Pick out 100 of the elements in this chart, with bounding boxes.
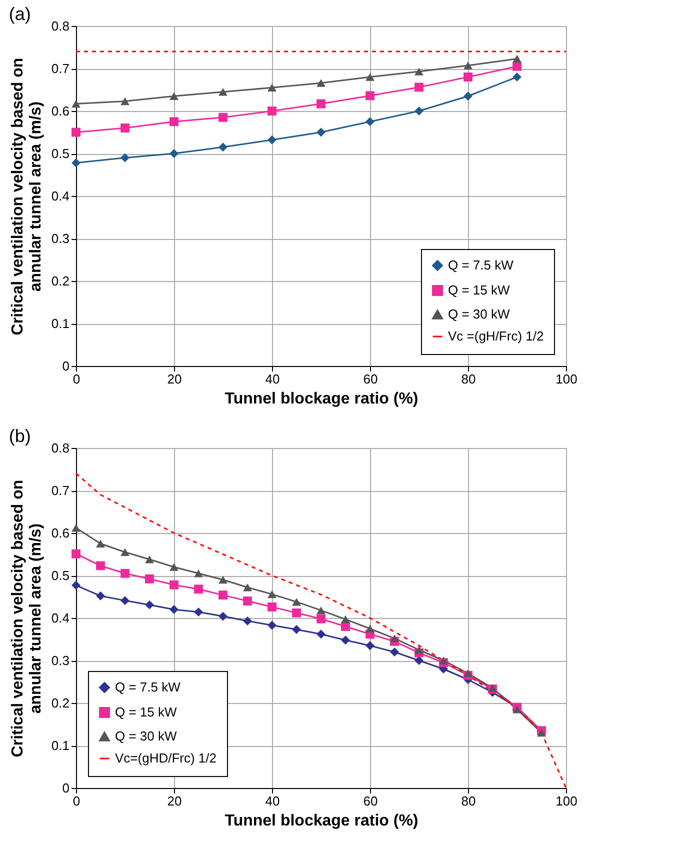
- point: [366, 641, 374, 650]
- point: [414, 68, 424, 76]
- x-tick-label: 100: [556, 372, 578, 386]
- point: [390, 648, 399, 656]
- point: [96, 591, 105, 600]
- point: [120, 153, 130, 162]
- point: [366, 73, 374, 81]
- y-tick-label: 0.6: [51, 104, 70, 118]
- point: [72, 128, 80, 137]
- legend-label: Q = 7.5 kW: [115, 680, 182, 694]
- point: [512, 72, 522, 82]
- x-tick-label: 80: [461, 372, 476, 386]
- point: [194, 608, 203, 617]
- x-axis-title: Tunnel blockage ratio (%): [224, 390, 418, 408]
- point: [170, 149, 178, 158]
- y-tick-label: 0.6: [51, 526, 70, 540]
- point: [366, 624, 374, 632]
- legend-label: Vc=(gHD/Frc) 1/2: [115, 750, 216, 766]
- point: [341, 636, 350, 645]
- legend-label: Q = 30 kW: [115, 728, 178, 744]
- y-tick-label: 0.8: [51, 18, 70, 34]
- point: [120, 548, 130, 556]
- point: [268, 135, 276, 144]
- point: [120, 97, 130, 106]
- y-axis-title: Critical ventilation velocity based on annular tunnel area (m/s): [9, 58, 44, 336]
- point: [218, 112, 228, 122]
- point: [464, 669, 472, 678]
- point: [170, 92, 178, 100]
- x-tick-label: 40: [265, 372, 280, 386]
- point: [414, 646, 424, 654]
- point: [218, 88, 228, 96]
- point: [292, 625, 301, 634]
- y-tick-label: 0.3: [51, 653, 70, 668]
- point: [464, 62, 472, 70]
- point: [268, 590, 276, 598]
- point: [439, 656, 448, 664]
- point: [316, 128, 326, 137]
- point: [145, 574, 154, 584]
- point: [366, 117, 374, 126]
- point: [145, 600, 154, 610]
- y-axis-title: Critical ventilation velocity based on annular tunnel area (m/s): [9, 480, 44, 758]
- y-tick-label: 0.1: [51, 738, 70, 753]
- point: [170, 580, 178, 590]
- point: [512, 54, 522, 63]
- point: [268, 602, 276, 612]
- point: [194, 570, 203, 578]
- point: [145, 555, 154, 564]
- x-tick-label: 40: [265, 794, 280, 808]
- point: [464, 92, 472, 101]
- point: [120, 124, 130, 132]
- point: [218, 576, 228, 584]
- point: [414, 106, 424, 116]
- point: [96, 561, 105, 570]
- x-tick-label: 60: [363, 794, 378, 808]
- point: [268, 84, 276, 92]
- point: [512, 62, 522, 71]
- point: [72, 158, 80, 168]
- point: [72, 549, 80, 558]
- x-axis-title: Tunnel blockage ratio (%): [224, 812, 418, 830]
- point: [72, 580, 80, 590]
- y-tick-label: 0.7: [51, 61, 70, 76]
- point: [268, 620, 276, 630]
- y-tick-label: 0.7: [51, 483, 70, 498]
- point: [194, 584, 203, 594]
- legend-label: Q = 15 kW: [115, 704, 178, 720]
- y-tick-label: 0.4: [51, 610, 70, 626]
- point: [218, 142, 228, 152]
- point: [316, 606, 326, 614]
- legend-label: Q = 30 kW: [448, 306, 510, 322]
- y-tick-label: 0.5: [51, 146, 70, 161]
- point: [464, 72, 472, 82]
- point: [120, 596, 130, 606]
- point: [243, 584, 252, 592]
- y-tick-label: 0.2: [51, 696, 70, 710]
- point: [537, 728, 546, 737]
- y-tick-label: 0.2: [51, 274, 70, 288]
- point: [243, 616, 252, 626]
- point: [170, 605, 178, 614]
- point: [170, 117, 178, 126]
- point: [366, 91, 374, 100]
- y-tick-label: 0.5: [51, 568, 70, 583]
- chart-title: (b): [8, 426, 31, 446]
- point: [414, 82, 424, 92]
- x-tick-label: 20: [167, 794, 182, 808]
- point: [390, 634, 399, 642]
- point: [316, 614, 326, 624]
- point: [292, 598, 301, 606]
- legend-label: Q = 15 kW: [448, 282, 510, 298]
- x-tick-label: 100: [556, 794, 578, 808]
- y-tick-label: 0.4: [51, 188, 70, 204]
- y-tick-label: 0: [62, 358, 70, 374]
- y-tick-label: 0.3: [51, 231, 70, 246]
- x-tick-label: 60: [363, 372, 378, 386]
- point: [512, 706, 522, 714]
- point: [316, 79, 326, 87]
- x-tick-label: 80: [461, 794, 476, 808]
- legend-label: Vc =(gH/Frc) 1/2: [448, 328, 544, 344]
- point: [218, 612, 228, 621]
- y-tick-label: 0.1: [51, 316, 70, 331]
- x-tick-label: 0: [72, 372, 80, 386]
